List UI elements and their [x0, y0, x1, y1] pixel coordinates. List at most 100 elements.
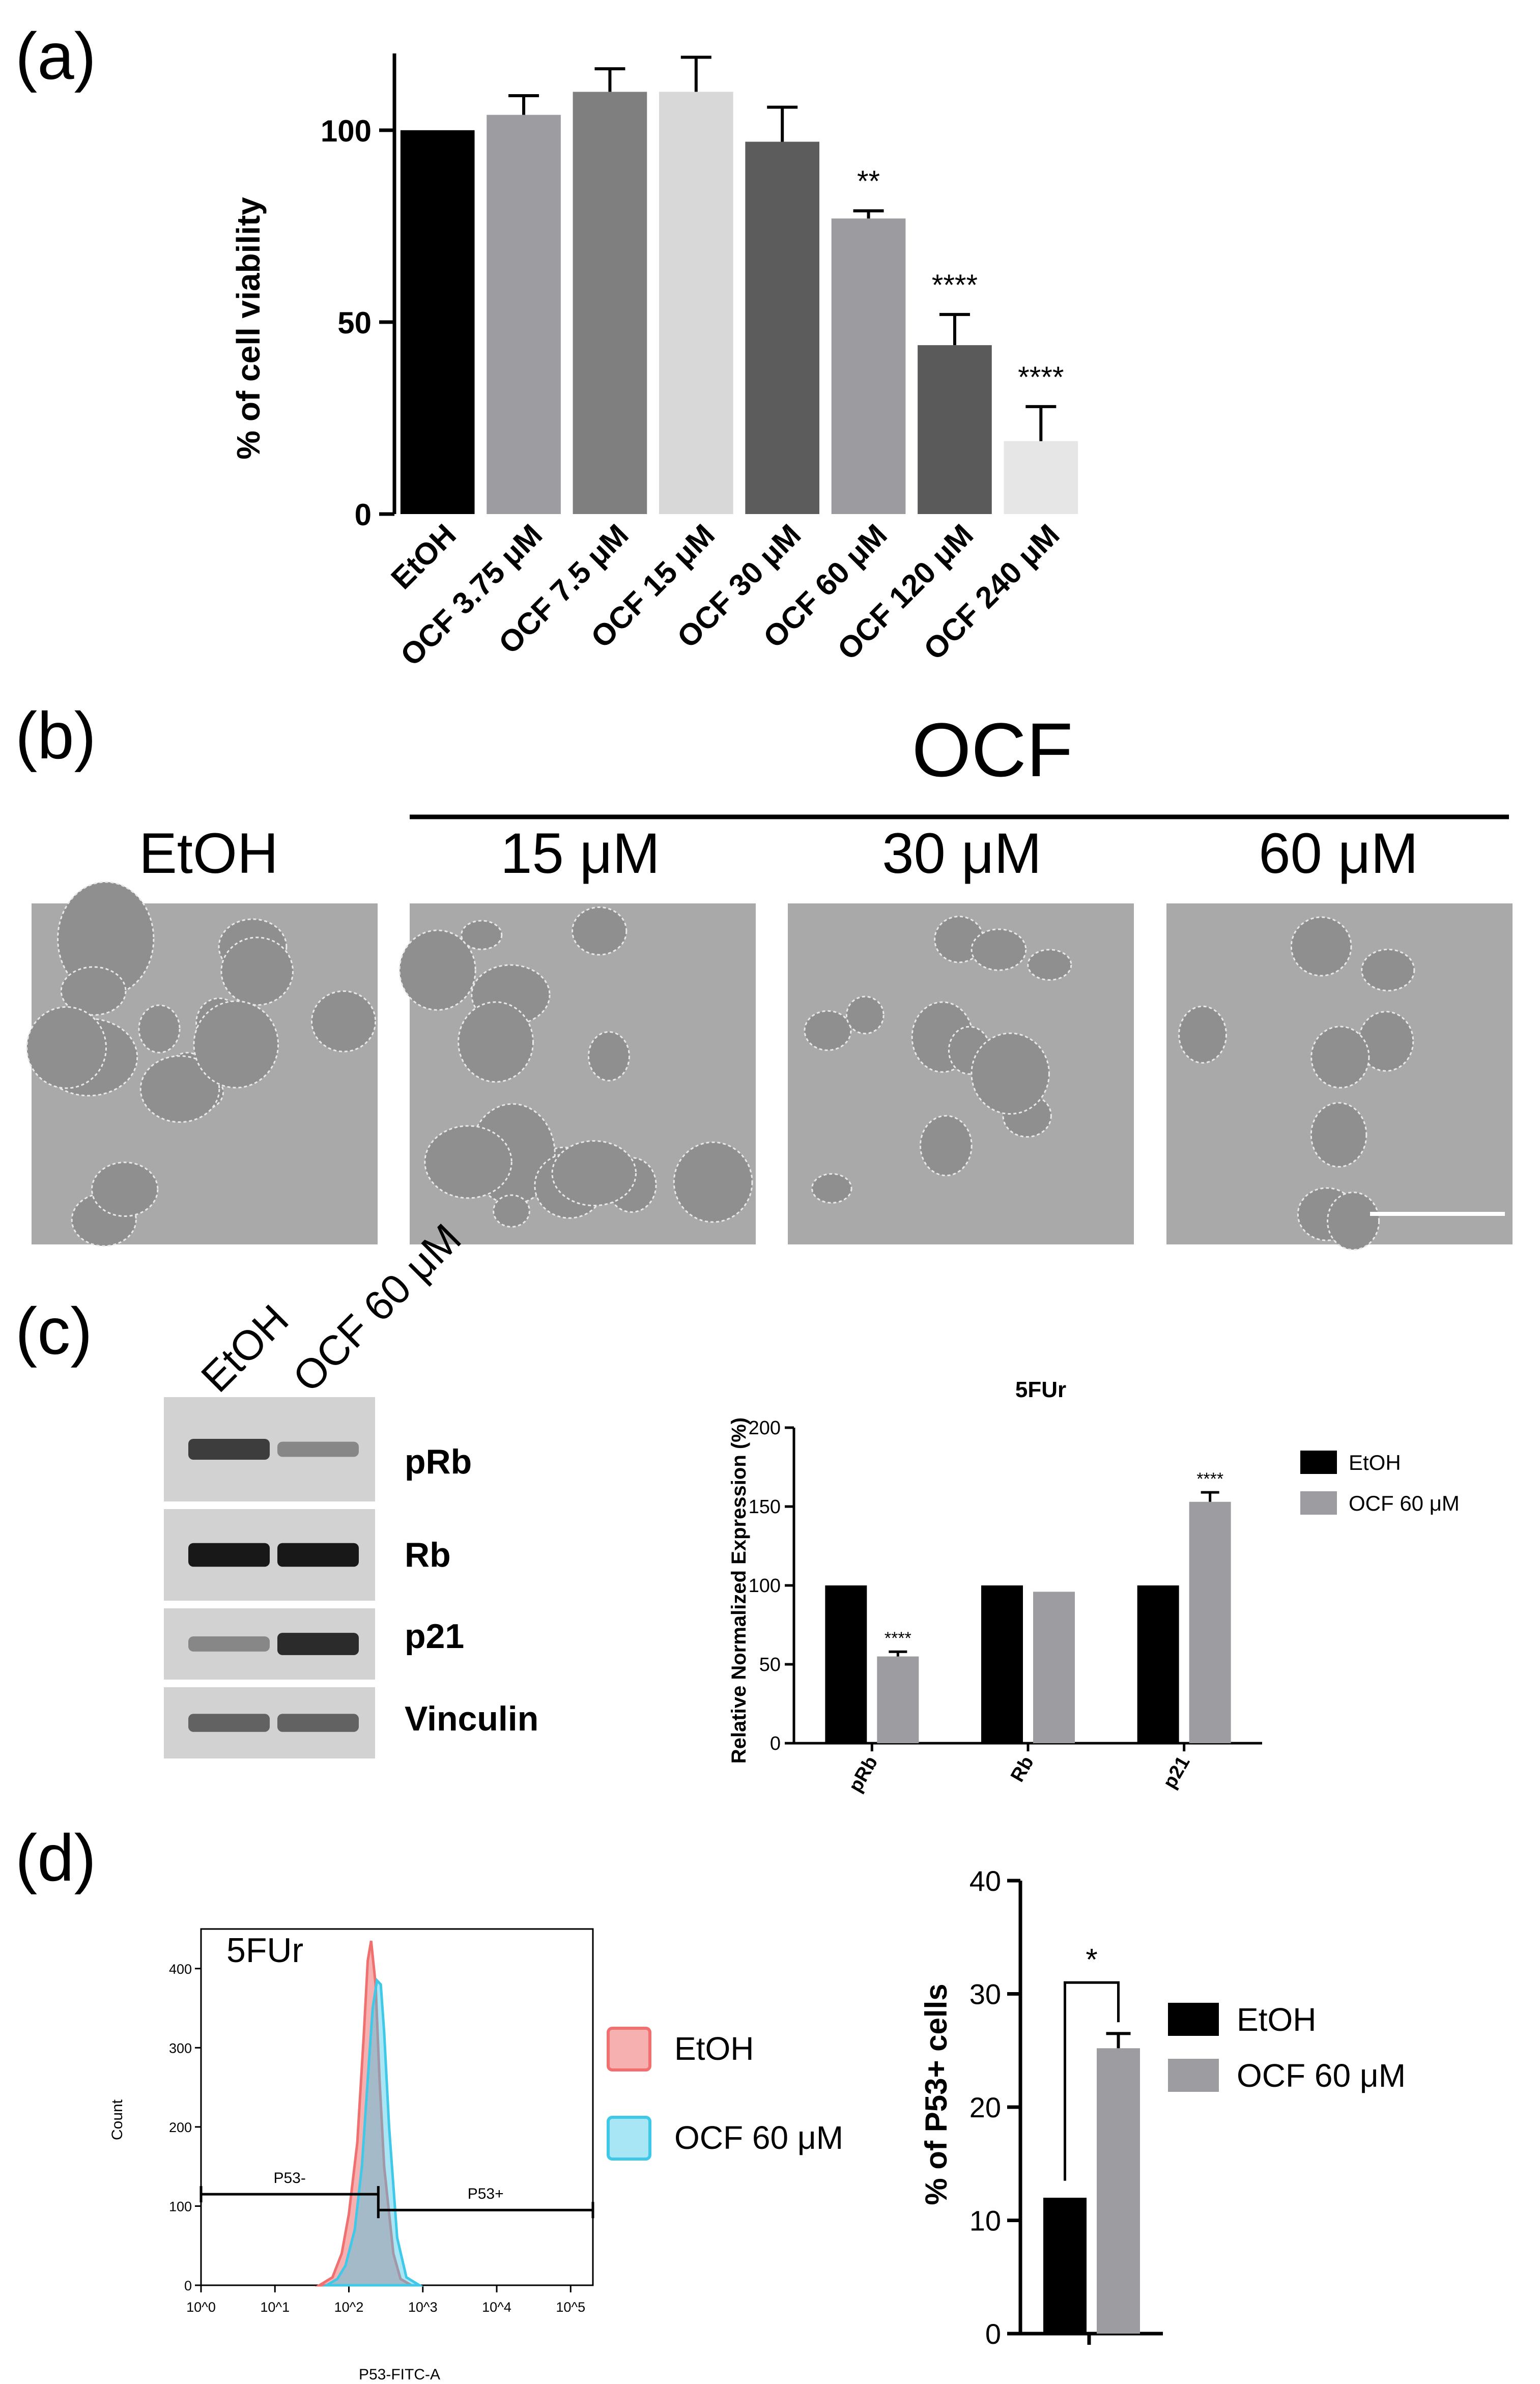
- significance-label: **: [857, 165, 880, 198]
- y-axis-label: % of P53+ cells: [919, 1983, 953, 2205]
- cell-cluster: [310, 990, 377, 1053]
- cell-cluster: [220, 936, 294, 1006]
- bar: [1033, 1592, 1075, 1743]
- cell-cluster: [458, 1001, 534, 1083]
- cell-cluster: [804, 1010, 852, 1051]
- x-tick-label: pRb: [845, 1753, 882, 1796]
- y-tick-label: 300: [169, 2040, 192, 2056]
- legend-label: OCF 60 μM: [1237, 2057, 1406, 2094]
- blot-band: [277, 1714, 359, 1732]
- y-axis-label: Count: [109, 2099, 126, 2140]
- histogram-series: [322, 1977, 424, 2287]
- western-blot: EtOH OCF 60 μM pRb Rb p21 Vinculin: [164, 1215, 538, 1758]
- y-tick-label: 200: [749, 1417, 781, 1439]
- band-label-p21: p21: [405, 1617, 464, 1656]
- bar: [1004, 441, 1078, 514]
- cell-cluster: [1310, 1026, 1370, 1089]
- cell-cluster: [1326, 1191, 1380, 1251]
- y-tick-label: 100: [749, 1575, 781, 1597]
- cell-cluster: [1358, 1011, 1414, 1072]
- x-tick-label: EtOH: [384, 518, 462, 595]
- legend-label: EtOH: [1349, 1451, 1401, 1474]
- lane-label-etoh: EtOH: [192, 1296, 297, 1401]
- cell-cluster: [138, 1004, 181, 1054]
- y-tick-label: 200: [169, 2120, 192, 2135]
- bar: [1137, 1585, 1179, 1743]
- panel-label-b: (b): [15, 698, 96, 773]
- bar: [831, 218, 906, 515]
- y-tick-label: 40: [969, 1865, 1001, 1897]
- panel-label-c: (c): [15, 1294, 93, 1368]
- column-label-60um: 60 μM: [1259, 821, 1418, 885]
- cell-cluster: [673, 1141, 753, 1223]
- legend-label: EtOH: [674, 2030, 754, 2067]
- cell-cluster: [551, 1140, 637, 1207]
- column-label-15um: 15 μM: [500, 821, 660, 885]
- blot-band: [277, 1633, 359, 1655]
- cell-cluster: [971, 928, 1027, 971]
- histogram-title: 5FUr: [226, 1931, 303, 1970]
- bar: [877, 1656, 919, 1743]
- expression-bar-chart: 5FUr Relative Normalized Expression (%) …: [728, 1377, 1460, 1796]
- bar: [981, 1585, 1023, 1743]
- panel-label-d: (d): [15, 1821, 96, 1895]
- legend-swatch: [607, 2116, 651, 2161]
- cell-cluster: [26, 1006, 107, 1089]
- x-tick-label: 10^3: [408, 2300, 438, 2315]
- y-tick-label: 0: [770, 1733, 781, 1754]
- y-axis-label: Relative Normalized Expression (%): [728, 1417, 750, 1764]
- y-tick-label: 0: [355, 498, 372, 532]
- gate-label: P53+: [468, 2186, 504, 2202]
- bar: [573, 92, 647, 514]
- y-tick-label: 0: [184, 2278, 192, 2293]
- x-tick-label: 10^0: [186, 2300, 216, 2315]
- y-tick-label: 400: [169, 1962, 192, 1977]
- significance-label: *: [1086, 1942, 1097, 1976]
- bar: [1043, 2198, 1087, 2334]
- legend-swatch: [1300, 1451, 1337, 1474]
- band-label-prb: pRb: [405, 1442, 472, 1481]
- cell-cluster: [811, 1173, 852, 1204]
- significance-label: ****: [885, 1629, 911, 1648]
- x-tick-label: p21: [1159, 1753, 1194, 1793]
- x-tick-label: 10^4: [482, 2300, 511, 2315]
- x-tick-label: 10^5: [556, 2300, 585, 2315]
- panel-label-a: (a): [15, 19, 96, 93]
- y-tick-label: 20: [969, 2091, 1001, 2123]
- bar: [1189, 1501, 1231, 1743]
- cell-cluster: [493, 1194, 530, 1228]
- bar: [400, 130, 475, 515]
- y-tick-label: 30: [969, 1978, 1001, 2010]
- cell-cluster: [1027, 949, 1072, 981]
- significance-bracket: [1064, 1981, 1120, 2181]
- blot-band: [277, 1441, 359, 1457]
- cell-cluster: [587, 1031, 630, 1082]
- y-tick-label: 0: [985, 2318, 1001, 2350]
- legend-swatch: [607, 2027, 651, 2071]
- blot-band: [188, 1543, 270, 1567]
- cell-cluster: [193, 1000, 279, 1089]
- cell-cluster: [1361, 948, 1415, 991]
- y-tick-label: 100: [169, 2199, 192, 2214]
- cell-cluster: [971, 1032, 1050, 1115]
- chart-title: 5FUr: [1015, 1377, 1066, 1402]
- blot-band: [188, 1439, 270, 1460]
- y-axis-label: % of cell viability: [230, 197, 267, 460]
- cell-cluster: [919, 1115, 973, 1177]
- legend-swatch: [1168, 2059, 1219, 2092]
- band-label-rb: Rb: [405, 1536, 451, 1574]
- blot-band: [188, 1714, 270, 1732]
- y-tick-label: 150: [749, 1496, 781, 1518]
- bar: [487, 115, 561, 514]
- cell-cluster: [1290, 916, 1352, 977]
- ocf-group-title: OCF: [912, 707, 1073, 792]
- cell-cluster: [1178, 1005, 1227, 1064]
- cell-cluster: [1310, 1102, 1367, 1168]
- p53-bar-chart: % of P53+ cells 0 10 20 30 40 * EtOH OCF 60 μM: [919, 1865, 1406, 2350]
- significance-label: ****: [1196, 1469, 1223, 1489]
- bar: [918, 345, 992, 514]
- cell-cluster: [57, 881, 155, 997]
- cell-cluster: [461, 920, 503, 950]
